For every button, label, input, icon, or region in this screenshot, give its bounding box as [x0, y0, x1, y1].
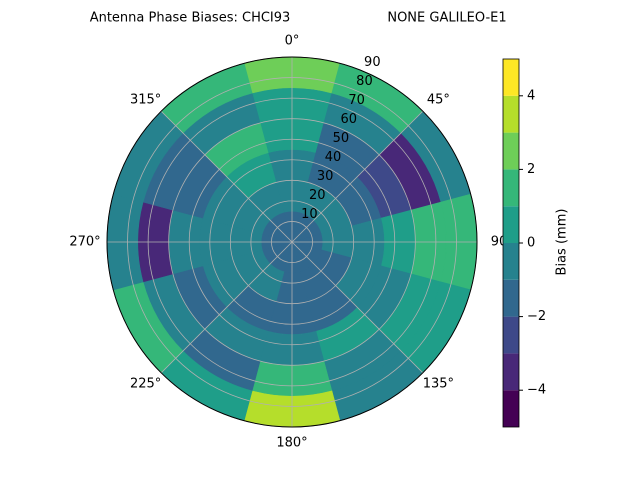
colorbar-tick-label: 4 — [527, 88, 535, 103]
polar-frame — [106, 56, 478, 428]
colorbar-band — [503, 95, 519, 133]
colorbar-band — [503, 390, 519, 427]
theta-tick-label: 180° — [276, 436, 307, 451]
grid-spoke — [160, 110, 293, 243]
r-tick-label: 60 — [340, 112, 357, 127]
chart-subtitle: NONE GALILEO-E1 — [387, 11, 506, 26]
colorbar-tick-label: 0 — [527, 236, 535, 251]
colorbar-band — [503, 243, 519, 280]
r-tick-label: 80 — [356, 74, 373, 89]
theta-tick-label: 45° — [427, 92, 450, 107]
theta-tick-label: 270° — [69, 235, 100, 250]
grid-spoke — [160, 241, 293, 374]
r-tick-label: 30 — [317, 169, 334, 184]
theta-tick-label: 315° — [130, 92, 161, 107]
theta-tick-label: 225° — [130, 377, 161, 392]
r-tick-label: 70 — [348, 93, 365, 108]
colorbar-band — [503, 132, 519, 170]
r-tick-label: 90 — [364, 55, 381, 70]
grid-spoke — [291, 110, 424, 243]
colorbar-band — [503, 169, 519, 207]
colorbar-band — [503, 279, 519, 317]
colorbar-band — [503, 206, 519, 243]
grid-spoke — [291, 241, 424, 374]
colorbar-tick-label: −4 — [527, 383, 546, 398]
r-tick-label: 10 — [301, 207, 318, 222]
colorbar-band — [503, 316, 519, 354]
colorbar-band — [503, 59, 519, 96]
colorbar-tick-label: 2 — [527, 162, 535, 177]
r-tick-label: 50 — [333, 131, 350, 146]
theta-tick-label: 135° — [423, 377, 454, 392]
colorbar-label: Bias (mm) — [555, 209, 570, 276]
colorbar-band — [503, 353, 519, 391]
r-tick-label: 20 — [309, 188, 326, 203]
theta-tick-label: 0° — [285, 34, 300, 49]
colorbar-tick-label: −2 — [527, 309, 546, 324]
chart-title: Antenna Phase Biases: CHCI93 — [90, 11, 291, 26]
r-tick-label: 40 — [325, 150, 342, 165]
